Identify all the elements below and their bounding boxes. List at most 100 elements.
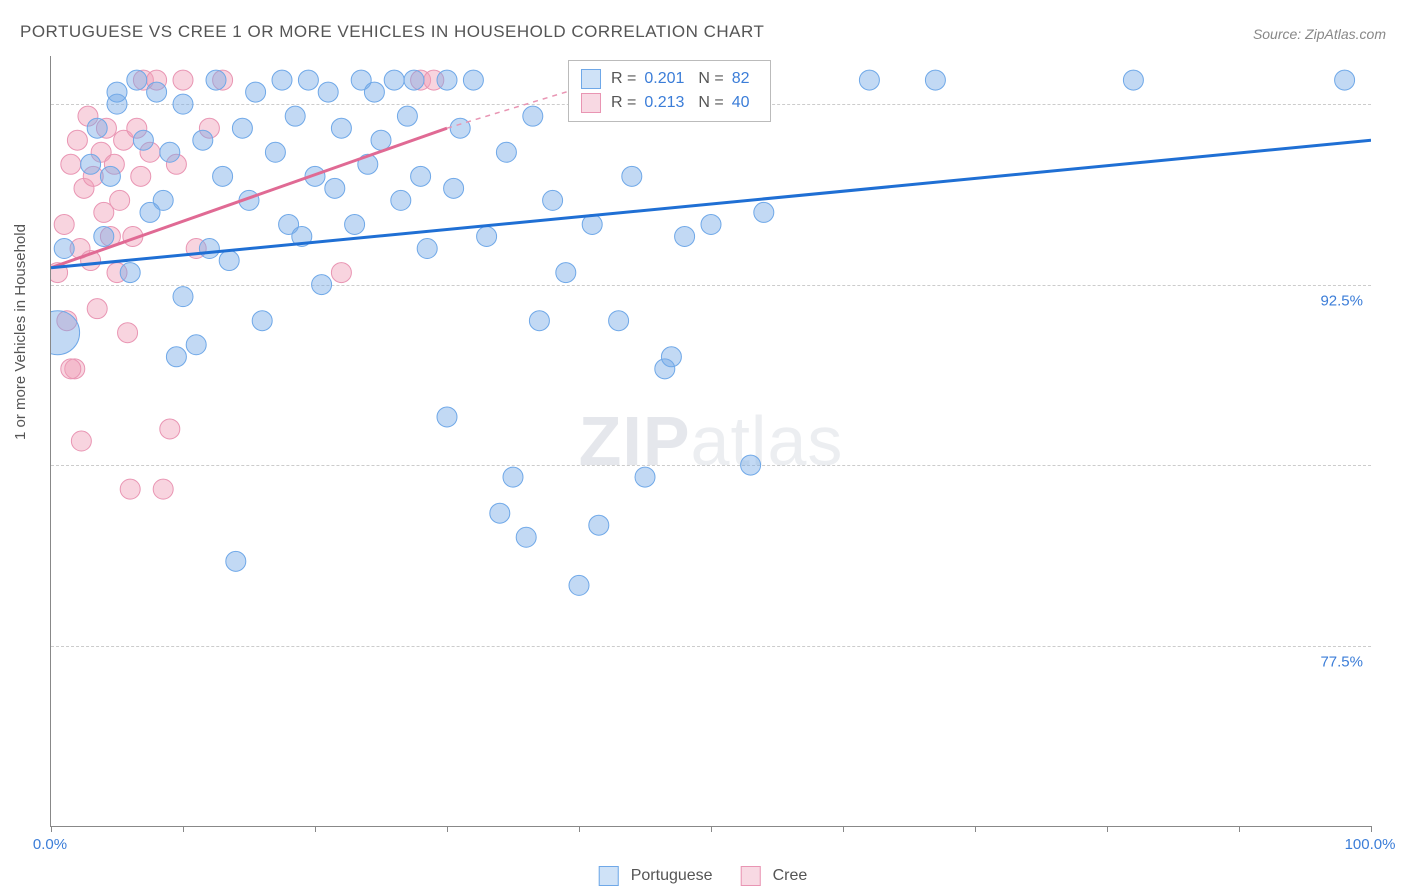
- stats-row-portuguese: R = 0.201 N = 82: [581, 67, 758, 91]
- data-point: [173, 287, 193, 307]
- data-point: [272, 70, 292, 90]
- data-point: [404, 70, 424, 90]
- swatch-portuguese: [581, 69, 601, 89]
- x-tick-label: 100.0%: [1345, 836, 1396, 853]
- data-point: [925, 70, 945, 90]
- data-point: [477, 226, 497, 246]
- data-point: [265, 142, 285, 162]
- data-point: [411, 166, 431, 186]
- data-point: [87, 118, 107, 138]
- label-r: R =: [611, 70, 636, 88]
- x-tick: [711, 826, 712, 832]
- data-point: [516, 527, 536, 547]
- data-point: [127, 70, 147, 90]
- data-point: [397, 106, 417, 126]
- swatch-cree: [741, 866, 761, 886]
- data-point: [120, 479, 140, 499]
- data-point: [213, 166, 233, 186]
- n-value-cree: 40: [732, 94, 750, 112]
- data-point: [569, 575, 589, 595]
- data-point: [503, 467, 523, 487]
- chart-title: PORTUGUESE VS CREE 1 OR MORE VEHICLES IN…: [20, 22, 764, 42]
- data-point: [312, 275, 332, 295]
- stats-row-cree: R = 0.213 N = 40: [581, 91, 758, 115]
- series-legend: Portuguese Cree: [599, 866, 808, 886]
- data-point: [166, 347, 186, 367]
- x-tick-label: 0.0%: [33, 836, 67, 853]
- x-tick: [447, 826, 448, 832]
- data-point: [523, 106, 543, 126]
- data-point: [437, 70, 457, 90]
- legend-item-cree: Cree: [741, 866, 808, 886]
- data-point: [232, 118, 252, 138]
- data-point: [118, 323, 138, 343]
- data-point: [325, 178, 345, 198]
- data-point: [87, 299, 107, 319]
- data-point: [318, 82, 338, 102]
- data-point: [160, 419, 180, 439]
- data-point: [556, 263, 576, 283]
- data-point: [147, 82, 167, 102]
- data-point: [859, 70, 879, 90]
- x-tick: [1371, 826, 1372, 832]
- data-point: [543, 190, 563, 210]
- data-point: [437, 407, 457, 427]
- x-tick: [51, 826, 52, 832]
- data-point: [193, 130, 213, 150]
- r-value-cree: 0.213: [644, 94, 684, 112]
- legend-item-portuguese: Portuguese: [599, 866, 713, 886]
- data-point: [701, 214, 721, 234]
- data-point: [67, 130, 87, 150]
- data-point: [754, 202, 774, 222]
- n-value-portuguese: 82: [732, 70, 750, 88]
- data-point: [219, 251, 239, 271]
- data-point: [490, 503, 510, 523]
- data-point: [384, 70, 404, 90]
- data-point: [173, 94, 193, 114]
- data-point: [61, 359, 81, 379]
- x-tick: [1239, 826, 1240, 832]
- legend-label-cree: Cree: [773, 867, 808, 885]
- x-tick: [975, 826, 976, 832]
- data-point: [160, 142, 180, 162]
- data-point: [661, 347, 681, 367]
- stats-legend: R = 0.201 N = 82 R = 0.213 N = 40: [568, 60, 771, 122]
- data-point: [285, 106, 305, 126]
- data-point: [120, 263, 140, 283]
- data-point: [107, 82, 127, 102]
- data-point: [206, 70, 226, 90]
- x-tick: [843, 826, 844, 832]
- x-tick: [183, 826, 184, 832]
- data-point: [371, 130, 391, 150]
- data-point: [463, 70, 483, 90]
- data-point: [110, 190, 130, 210]
- data-point: [186, 335, 206, 355]
- label-n: N =: [698, 94, 723, 112]
- scatter-plot: ZIPatlas 77.5%92.5%: [50, 56, 1371, 827]
- data-point: [331, 263, 351, 283]
- r-value-portuguese: 0.201: [644, 70, 684, 88]
- data-point: [173, 70, 193, 90]
- data-point: [589, 515, 609, 535]
- data-point: [1335, 70, 1355, 90]
- x-tick: [315, 826, 316, 832]
- data-point: [444, 178, 464, 198]
- data-point: [345, 214, 365, 234]
- x-tick: [1107, 826, 1108, 832]
- data-point: [131, 166, 151, 186]
- swatch-portuguese: [599, 866, 619, 886]
- plot-svg: [51, 56, 1371, 826]
- data-point: [1123, 70, 1143, 90]
- data-point: [391, 190, 411, 210]
- data-point: [675, 226, 695, 246]
- data-point: [133, 130, 153, 150]
- x-tick: [579, 826, 580, 832]
- data-point: [94, 226, 114, 246]
- source-label: Source: ZipAtlas.com: [1253, 26, 1386, 42]
- data-point: [54, 214, 74, 234]
- data-point: [364, 82, 384, 102]
- data-point: [529, 311, 549, 331]
- legend-label-portuguese: Portuguese: [631, 867, 713, 885]
- data-point: [71, 431, 91, 451]
- data-point: [298, 70, 318, 90]
